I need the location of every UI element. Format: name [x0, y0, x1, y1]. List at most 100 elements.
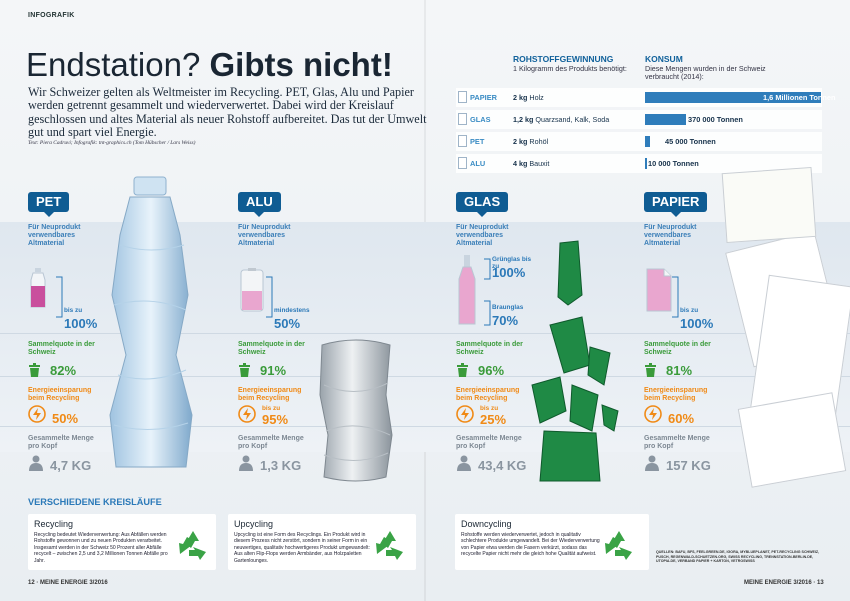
reuse-percent: 100% — [64, 316, 98, 331]
energy-prefix: bis zu — [262, 405, 281, 412]
row-raw-material: 1,2 kg Quarzsand, Kalk, Soda — [513, 115, 610, 124]
footer-right: MEINE ENERGIE 3/2016 · 13 — [744, 580, 824, 586]
recycle-icon — [605, 531, 632, 560]
kicker: INFOGRAFIK — [28, 12, 75, 19]
col-head-rohstoff: ROHSTOFFGEWINNUNG — [513, 54, 614, 64]
row-raw-material: 2 kg Rohöl — [513, 137, 549, 146]
recycle-icon — [376, 531, 403, 560]
person-icon — [29, 455, 43, 471]
sources: QUELLEN: BAFU, BFS, FEELGREEN.DE, IGORA,… — [656, 550, 820, 564]
quota-label: Sammelquote in der Schweiz — [644, 341, 711, 356]
amount-value: 4,7 KG — [50, 458, 92, 473]
energy-label: Energieeinsparung beim Recycling — [238, 387, 302, 402]
consumption-label: 1,6 Millionen Tonnen — [763, 93, 836, 102]
consumption-label: 10 000 Tonnen — [648, 159, 699, 168]
row-raw-material: 4 kg Bauxit — [513, 159, 550, 168]
reuse-extra-percent: 70% — [492, 313, 519, 328]
document-icon — [458, 135, 467, 147]
energy-prefix: bis zu — [480, 405, 499, 412]
row-label: PET — [470, 137, 485, 146]
energy-value: 60% — [668, 411, 695, 426]
consumption-bar — [645, 114, 686, 125]
energy-icon — [644, 405, 662, 423]
credit: Text: Piera Cadruvi; Infografik: tnt-gra… — [28, 140, 196, 146]
bin-icon — [29, 363, 40, 377]
energy-icon — [456, 405, 474, 423]
divider — [0, 376, 850, 377]
box-text: Upcycling ist eine Form des Recyclings. … — [234, 532, 370, 564]
row-label: ALU — [470, 159, 486, 168]
energy-icon — [238, 405, 256, 423]
row-label: GLAS — [470, 115, 491, 124]
material-tag: ALU — [238, 192, 281, 217]
bracket-icon — [484, 258, 491, 280]
box-title: Downcycling — [461, 519, 512, 529]
row-label: PAPIER — [470, 93, 497, 102]
bracket-icon — [56, 276, 63, 318]
divider — [0, 333, 850, 334]
reuse-label: Für Neuprodukt verwendbares Altmaterial — [456, 224, 509, 247]
can-icon — [240, 268, 264, 317]
box-text: Recycling bedeutet Wiederverwertung: Aus… — [34, 532, 168, 564]
quota-value: 96% — [478, 363, 505, 378]
document-icon — [458, 157, 467, 169]
document-icon — [458, 91, 467, 103]
material-tag: PAPIER — [644, 192, 708, 217]
amount-label: Gesammelte Menge pro Kopf — [238, 435, 304, 450]
glass-bottle-icon — [458, 255, 476, 330]
quota-label: Sammelquote in der Schweiz — [238, 341, 305, 356]
energy-label: Energieeinsparung beim Recycling — [28, 387, 92, 402]
bin-icon — [645, 363, 656, 377]
consumption-label: 45 000 Tonnen — [665, 137, 716, 146]
recycle-icon — [179, 531, 206, 560]
newspaper-photo — [737, 392, 847, 488]
headline-part2: Gibts nicht! — [209, 46, 393, 83]
consumption-bar — [645, 92, 821, 103]
quota-value: 91% — [260, 363, 287, 378]
col-sub-rohstoff: 1 Kilogramm des Produkts benötigt: — [513, 64, 627, 73]
reuse-label: Für Neuprodukt verwendbares Altmaterial — [644, 224, 697, 247]
energy-value: 25% — [480, 412, 507, 427]
consumption-bar — [645, 158, 647, 169]
consumption-bar — [645, 136, 650, 147]
divider — [0, 426, 850, 427]
reuse-label: Für Neuprodukt verwendbares Altmaterial — [238, 224, 291, 247]
paper-sheet-icon — [646, 268, 672, 317]
energy-value: 50% — [52, 411, 79, 426]
table-row — [456, 154, 822, 173]
cycles-title: VERSCHIEDENE KREISLÄUFE — [28, 497, 162, 507]
footer-left: 12 · MEINE ENERGIE 3/2016 — [28, 580, 108, 586]
col-sub-konsum: Diese Mengen wurden in der Schweiz verbr… — [645, 64, 766, 82]
energy-icon — [28, 405, 46, 423]
amount-label: Gesammelte Menge pro Kopf — [28, 435, 94, 450]
row-raw-material: 2 kg Holz — [513, 93, 544, 102]
bracket-icon — [266, 276, 273, 318]
lead-text: Wir Schweizer gelten als Weltmeister im … — [28, 85, 427, 140]
newspaper-photo — [721, 166, 817, 244]
crushed-can-photo — [319, 339, 393, 482]
reuse-percent: 50% — [274, 316, 301, 331]
table-row — [456, 132, 822, 151]
consumption-label: 370 000 Tonnen — [688, 115, 743, 124]
person-icon — [457, 455, 471, 471]
headline: Endstation? Gibts nicht! — [26, 47, 393, 83]
energy-label: Energieeinsparung beim Recycling — [644, 387, 708, 402]
quota-value: 81% — [666, 363, 693, 378]
headline-part1: Endstation? — [26, 46, 201, 83]
amount-label: Gesammelte Menge pro Kopf — [644, 435, 710, 450]
reuse-prefix: bis zu — [64, 307, 83, 314]
energy-label: Energieeinsparung beim Recycling — [456, 387, 520, 402]
reuse-percent: 100% — [492, 265, 526, 280]
energy-value: 95% — [262, 412, 289, 427]
col-head-konsum: KONSUM — [645, 54, 683, 64]
bin-icon — [457, 363, 468, 377]
reuse-prefix: mindestens — [274, 307, 310, 314]
broken-glass-bottle-photo — [531, 240, 619, 482]
box-title: Upcycling — [234, 519, 274, 529]
quota-value: 82% — [50, 363, 77, 378]
quota-label: Sammelquote in der Schweiz — [28, 341, 95, 356]
reuse-label: Für Neuprodukt verwendbares Altmaterial — [28, 224, 81, 247]
person-icon — [239, 455, 253, 471]
reuse-prefix: bis zu — [680, 307, 699, 314]
